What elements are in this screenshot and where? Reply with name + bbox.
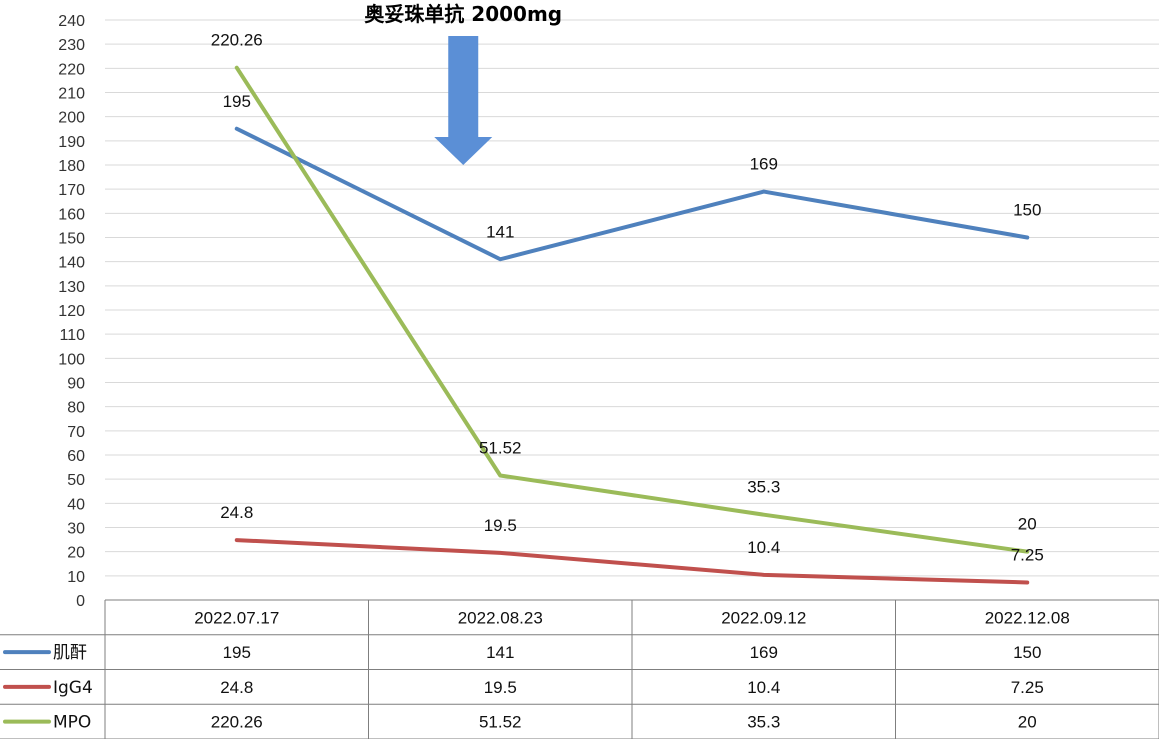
table-cell: 19.5 (484, 678, 517, 697)
annotation-text: 奥妥珠单抗 2000mg (364, 2, 562, 26)
data-label: 195 (223, 92, 251, 111)
y-tick-label: 20 (67, 545, 85, 562)
table-cell: 35.3 (747, 713, 780, 732)
data-label: 141 (486, 222, 514, 241)
legend-label: IgG4 (53, 678, 93, 698)
y-tick-label: 170 (58, 182, 85, 199)
annotation-arrow (434, 36, 493, 165)
annotation: 奥妥珠单抗 2000mg (364, 2, 562, 165)
table-cell: 24.8 (220, 678, 253, 697)
y-tick-label: 120 (58, 303, 85, 320)
data-label: 10.4 (747, 538, 780, 557)
series-line (234, 538, 1030, 585)
y-tick-label: 150 (58, 231, 85, 248)
y-tick-label: 40 (67, 496, 85, 513)
data-label: 169 (750, 155, 778, 174)
y-tick-label: 90 (67, 376, 85, 393)
legend-label: MPO (53, 713, 91, 733)
data-label: 35.3 (747, 478, 780, 497)
y-tick-label: 200 (58, 110, 85, 127)
y-tick-label: 10 (67, 569, 85, 586)
data-labels: 195 141 169 150 24.8 19.5 10.4 7.25 220.26 51.52 3… (211, 31, 1044, 565)
y-tick-label: 110 (59, 327, 85, 344)
y-tick-label: 240 (58, 13, 85, 30)
table-cell: 7.25 (1011, 678, 1044, 697)
data-table: 2022.07.17 2022.08.23 2022.09.12 2022.12.08… (0, 599, 1159, 739)
y-tick-label: 80 (67, 400, 85, 417)
x-category-label: 2022.12.08 (985, 608, 1070, 627)
y-tick-label: 70 (67, 424, 85, 441)
data-label: 24.8 (220, 503, 253, 522)
y-tick-label: 30 (67, 521, 85, 538)
data-label: 150 (1013, 201, 1041, 220)
y-tick-label: 100 (58, 351, 85, 368)
y-tick-label: 210 (58, 86, 85, 103)
legend-label: 肌酐 (53, 643, 87, 663)
table-cell: 220.26 (211, 713, 263, 732)
table-cell: 169 (750, 643, 778, 662)
data-label: 19.5 (484, 516, 517, 535)
y-tick-label: 140 (58, 255, 85, 272)
table-cell: 141 (486, 643, 514, 662)
y-tick-label: 0 (76, 593, 85, 610)
x-category-label: 2022.07.17 (194, 608, 279, 627)
data-label: 51.52 (479, 438, 522, 457)
y-tick-label: 160 (58, 206, 85, 223)
y-tick-label: 60 (67, 448, 85, 465)
table-cell: 150 (1013, 643, 1041, 662)
table-cell: 51.52 (479, 713, 522, 732)
y-tick-label: 220 (58, 61, 85, 78)
data-label: 220.26 (211, 31, 263, 50)
x-category-label: 2022.08.23 (458, 608, 543, 627)
y-axis: 0 10 20 30 40 50 60 70 80 90 100 110 120 130 140 150 160… (58, 13, 85, 610)
series-line (234, 126, 1030, 262)
data-label: 20 (1018, 515, 1037, 534)
table-cell: 10.4 (747, 678, 780, 697)
series-line (234, 65, 1030, 554)
gridlines (105, 19, 1159, 577)
y-tick-label: 50 (67, 472, 85, 489)
table-cell: 195 (223, 643, 251, 662)
table-cell: 20 (1018, 713, 1037, 732)
y-tick-label: 130 (58, 279, 85, 296)
data-label: 7.25 (1011, 545, 1044, 564)
x-category-label: 2022.09.12 (721, 608, 806, 627)
series-lines (234, 65, 1030, 585)
y-tick-label: 190 (58, 134, 85, 151)
y-tick-label: 180 (58, 158, 85, 175)
y-tick-label: 230 (58, 37, 85, 54)
